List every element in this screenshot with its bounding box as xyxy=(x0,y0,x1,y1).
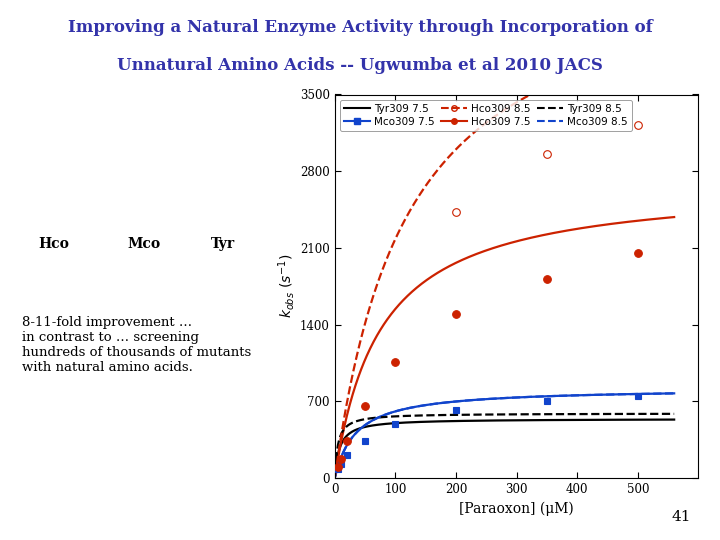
Y-axis label: $k_{obs}\ (s^{-1})$: $k_{obs}\ (s^{-1})$ xyxy=(276,254,297,319)
Text: 41: 41 xyxy=(672,510,691,524)
Text: Hco: Hco xyxy=(39,238,69,252)
Text: Tyr: Tyr xyxy=(211,238,235,252)
Text: Unnatural Amino Acids -- Ugwumba et al 2010 JACS: Unnatural Amino Acids -- Ugwumba et al 2… xyxy=(117,57,603,73)
X-axis label: [Paraoxon] (μM): [Paraoxon] (μM) xyxy=(459,501,574,516)
Text: 8-11-fold improvement …
in contrast to … screening
hundreds of thousands of muta: 8-11-fold improvement … in contrast to …… xyxy=(22,316,251,374)
Text: Mco: Mco xyxy=(127,238,161,252)
Text: Improving a Natural Enzyme Activity through Incorporation of: Improving a Natural Enzyme Activity thro… xyxy=(68,19,652,36)
Legend: Tyr309 7.5, Mco309 7.5, Hco309 8.5, Hco309 7.5, Tyr309 8.5, Mco309 8.5: Tyr309 7.5, Mco309 7.5, Hco309 8.5, Hco3… xyxy=(340,100,632,131)
